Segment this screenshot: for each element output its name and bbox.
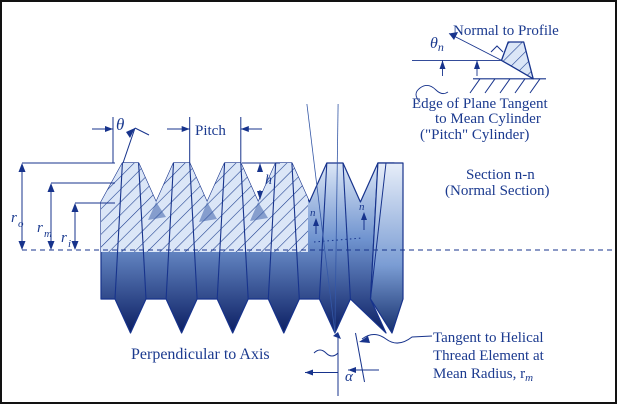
svg-text:to Mean Cylinder: to Mean Cylinder (435, 111, 541, 127)
svg-text:Normal to Profile: Normal to Profile (453, 23, 559, 39)
svg-text:i: i (68, 238, 71, 250)
svg-text:n: n (310, 207, 316, 219)
svg-text:Thread Element at: Thread Element at (433, 348, 545, 364)
svg-text:Tangent to Helical: Tangent to Helical (433, 330, 544, 346)
svg-text:(Normal Section): (Normal Section) (445, 183, 550, 199)
svg-text:α: α (345, 369, 354, 385)
svg-text:Edge of Plane Tangent: Edge of Plane Tangent (412, 96, 549, 112)
svg-text:r: r (37, 220, 43, 236)
svg-text:n: n (359, 201, 365, 213)
svg-text:θn: θn (430, 35, 444, 54)
svg-text:r: r (11, 210, 17, 226)
svg-text:Pitch: Pitch (195, 123, 226, 139)
svg-text:Mean Radius, rm: Mean Radius, rm (433, 366, 533, 384)
svg-text:Section n-n: Section n-n (466, 167, 535, 183)
svg-text:m: m (44, 228, 52, 240)
svg-text:θ: θ (116, 115, 124, 134)
svg-text:h: h (265, 173, 272, 188)
svg-text:Perpendicular to Axis: Perpendicular to Axis (131, 346, 270, 363)
svg-text:("Pitch" Cylinder): ("Pitch" Cylinder) (420, 127, 529, 143)
svg-text:r: r (61, 230, 67, 246)
svg-text:o: o (18, 218, 24, 230)
